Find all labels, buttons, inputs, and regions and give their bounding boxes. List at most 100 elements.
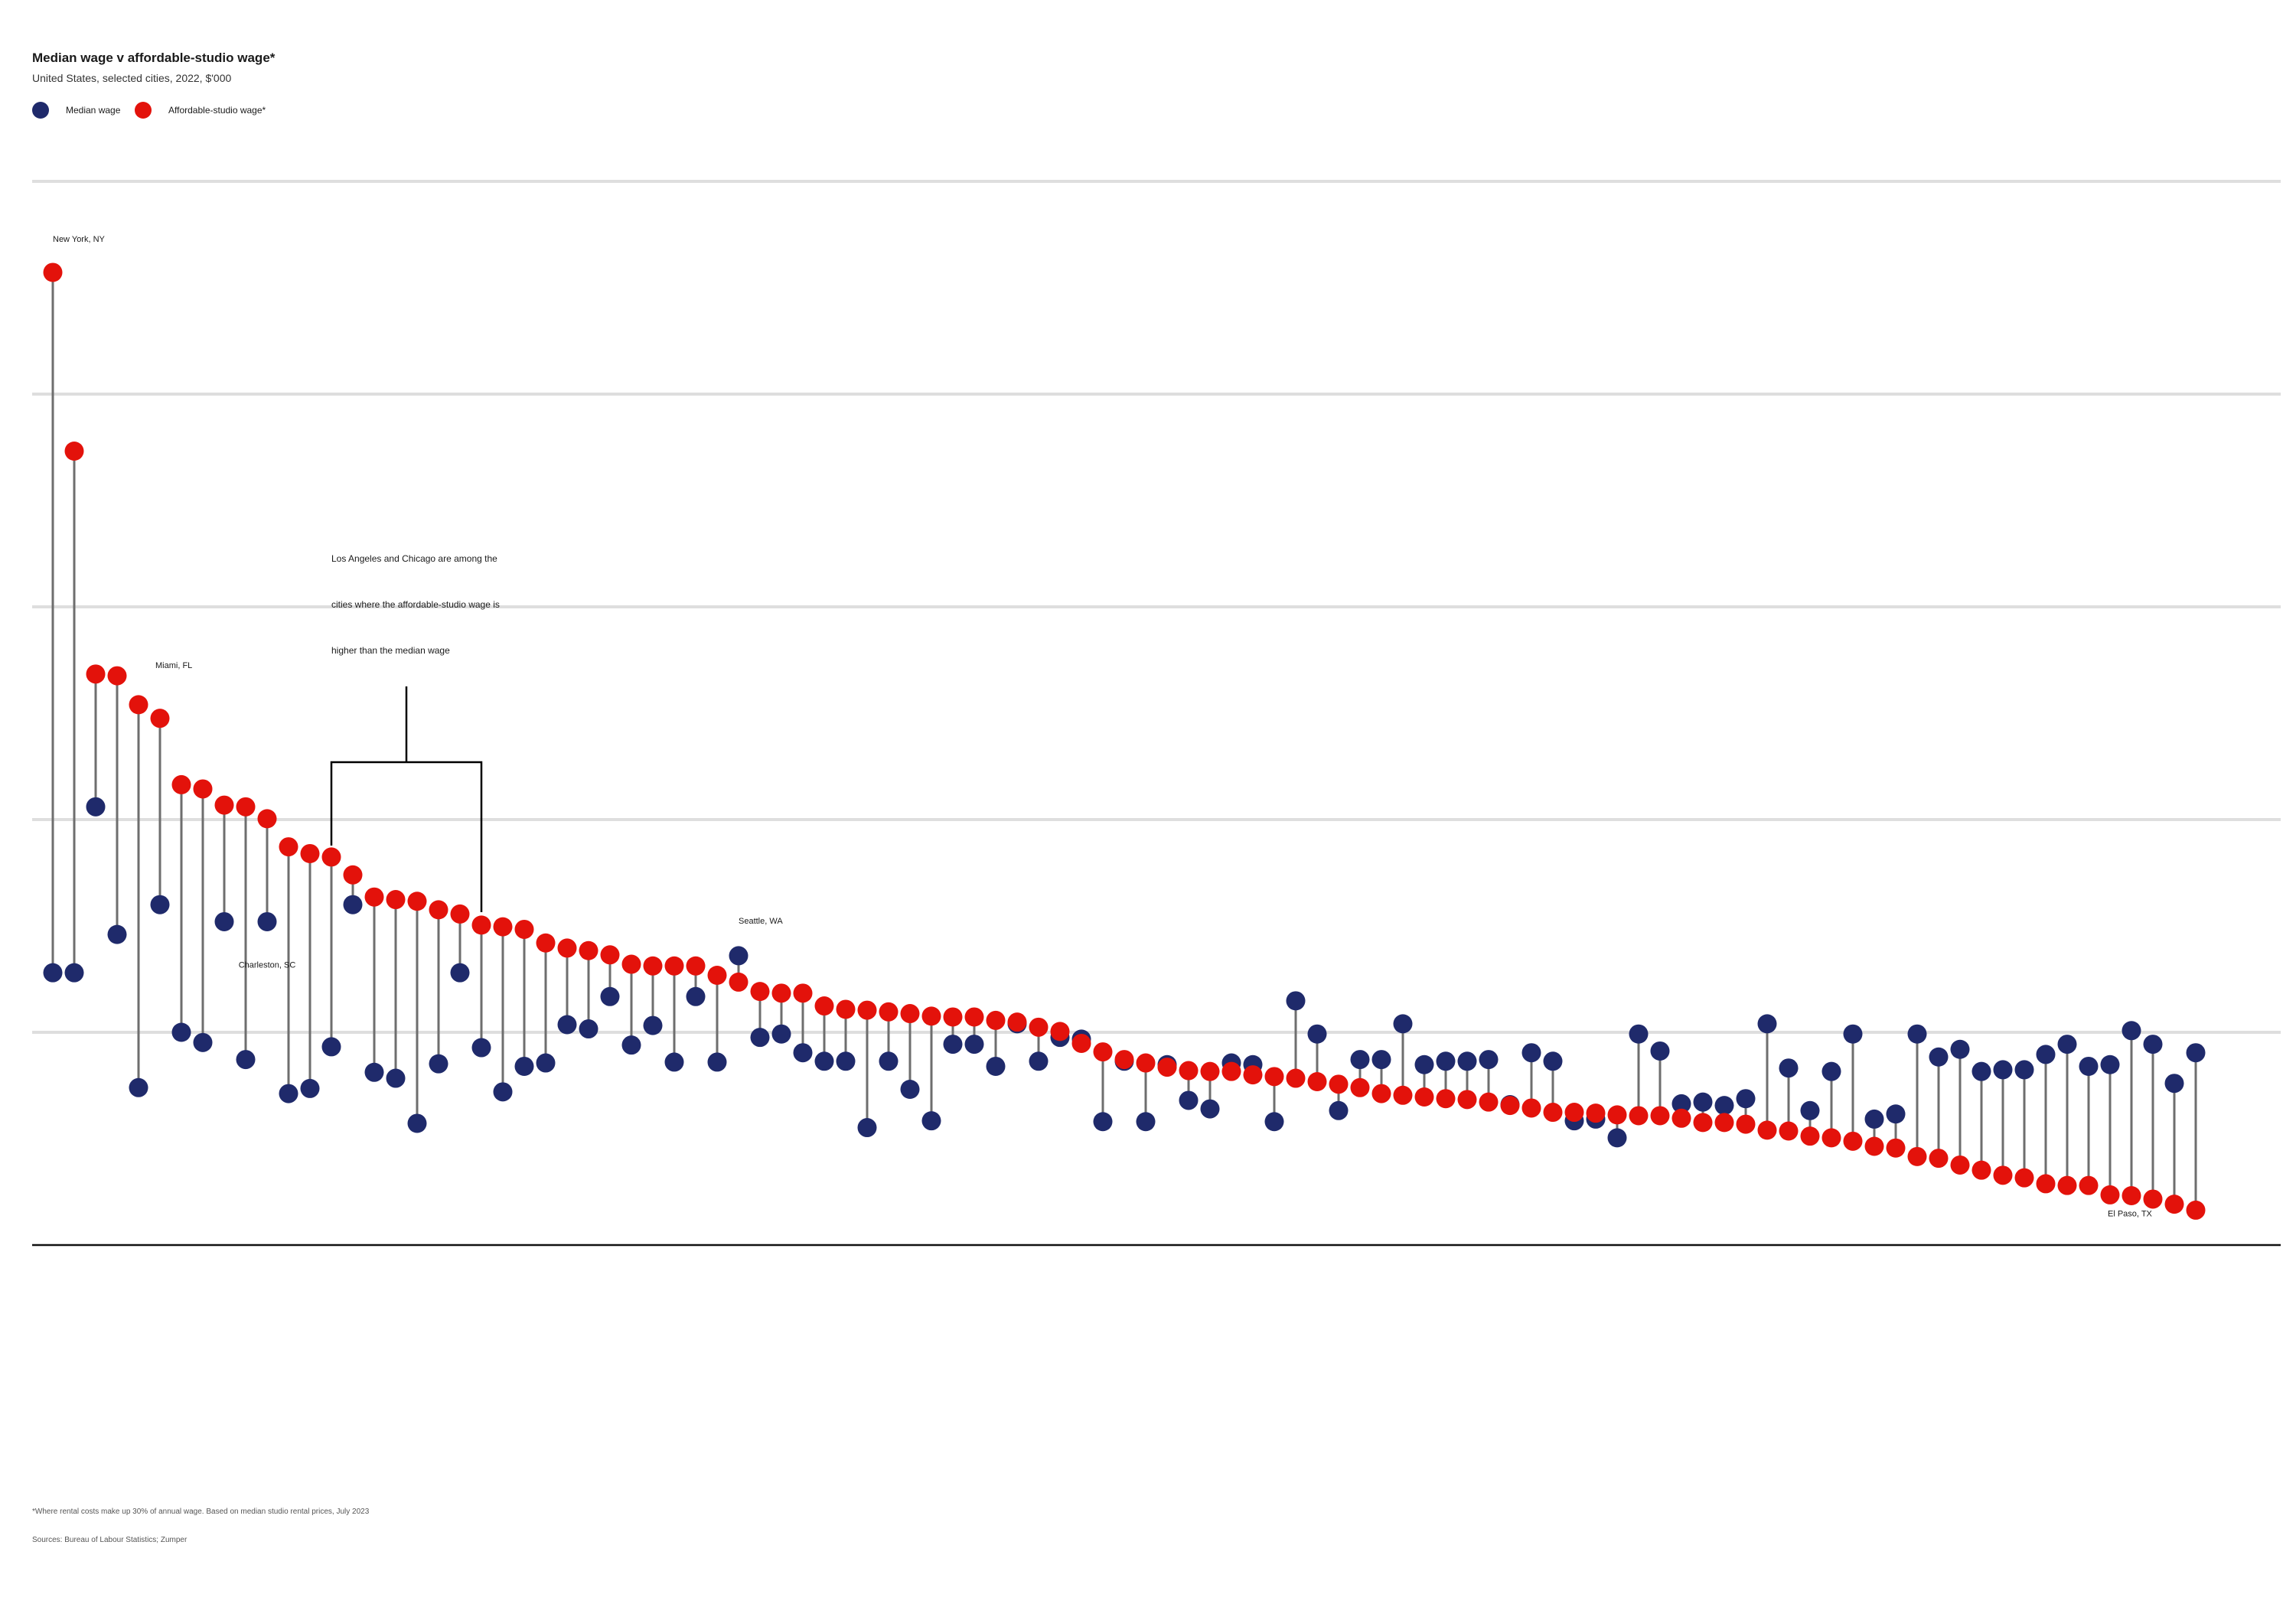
legend-item-affordable: Affordable-studio wage* — [135, 99, 266, 121]
affordable-wage-point — [236, 797, 256, 817]
affordable-wage-point — [2057, 1175, 2077, 1195]
affordable-wage-point — [279, 837, 298, 857]
affordable-wage-point — [450, 904, 470, 924]
median-wage-point — [1029, 1051, 1049, 1071]
affordable-wage-point — [536, 933, 556, 953]
median-wage-point — [879, 1051, 899, 1071]
affordable-wage-point — [193, 779, 213, 799]
affordable-wage-point — [514, 919, 534, 939]
footnote-sources: Sources: Bureau of Labour Statistics; Zu… — [32, 1536, 188, 1544]
median-wage-point — [193, 1032, 213, 1052]
median-wage-point — [171, 1022, 191, 1042]
median-wage-point — [1864, 1109, 1884, 1129]
median-wage-point — [986, 1056, 1006, 1076]
median-wage-point — [1286, 991, 1306, 1011]
affordable-wage-point — [1521, 1098, 1541, 1118]
affordable-wage-point — [343, 865, 363, 885]
annotation-line-3: higher than the median wage — [331, 645, 450, 656]
median-wage-point — [343, 895, 363, 914]
affordable-wage-point — [64, 442, 84, 461]
affordable-wage-point — [1457, 1090, 1477, 1110]
affordable-wage-point — [814, 996, 834, 1016]
annotation-line-2: cities where the affordable-studio wage … — [331, 599, 500, 610]
affordable-wage-point — [707, 965, 727, 985]
median-wage-point — [1950, 1039, 1970, 1059]
affordable-wage-point — [1929, 1149, 1949, 1169]
median-wage-point — [1779, 1058, 1799, 1078]
median-wage-point — [707, 1052, 727, 1072]
median-wage-point — [450, 963, 470, 983]
median-wage-point — [150, 895, 170, 914]
median-wage-point — [1371, 1050, 1391, 1070]
affordable-wage-point — [1757, 1120, 1777, 1140]
affordable-wage-point — [964, 1007, 984, 1027]
affordable-wage-point — [1821, 1128, 1841, 1148]
legend-affordable-label: Affordable-studio wage* — [168, 105, 266, 116]
median-wage-point — [600, 986, 620, 1006]
affordable-wage-point — [1586, 1103, 1606, 1123]
median-wage-point — [279, 1084, 298, 1103]
median-wage-point — [1693, 1092, 1713, 1112]
median-wage-point — [579, 1019, 598, 1039]
median-wage-point — [1714, 1096, 1734, 1116]
median-wage-point — [2014, 1060, 2034, 1080]
affordable-wage-point — [879, 1002, 899, 1022]
affordable-wage-point — [2164, 1195, 2184, 1214]
affordable-wage-point — [129, 695, 148, 715]
median-wage-point — [836, 1051, 856, 1071]
median-wage-point — [1971, 1061, 1991, 1081]
affordable-wage-point — [107, 666, 127, 686]
annotation-text: Los Angeles and Chicago are among the ci… — [331, 536, 530, 673]
affordable-wage-point — [2079, 1175, 2099, 1195]
legend-affordable-swatch — [135, 102, 152, 119]
affordable-wage-point — [150, 709, 170, 729]
affordable-wage-point — [664, 956, 684, 976]
affordable-wage-point — [986, 1010, 1006, 1030]
affordable-wage-point — [1436, 1089, 1456, 1109]
affordable-wage-point — [1071, 1033, 1091, 1053]
median-wage-point — [1350, 1050, 1370, 1070]
affordable-wage-point — [793, 983, 813, 1003]
affordable-wage-point — [1371, 1084, 1391, 1103]
median-wage-point — [1093, 1112, 1113, 1132]
stems — [51, 272, 2197, 1211]
affordable-wage-point — [1286, 1068, 1306, 1088]
median-wage-point — [1179, 1090, 1199, 1110]
median-wage-point — [2057, 1035, 2077, 1054]
affordable-wage-point — [171, 774, 191, 794]
affordable-wage-point — [857, 1000, 877, 1020]
affordable-wage-point — [2100, 1185, 2120, 1204]
affordable-wage-point — [1693, 1113, 1713, 1133]
median-wage-point — [1736, 1089, 1756, 1109]
affordable-wage-point — [43, 262, 63, 282]
median-wage-point — [2036, 1045, 2056, 1064]
city-label: El Paso, TX — [2108, 1209, 2153, 1218]
affordable-wage-point — [729, 972, 748, 992]
affordable-wage-point — [1864, 1136, 1884, 1156]
affordable-wage-point — [1136, 1053, 1156, 1073]
affordable-wage-point — [1050, 1022, 1070, 1041]
affordable-wage-point — [750, 982, 770, 1002]
legend-median-swatch — [32, 102, 49, 119]
median-wage-point — [2164, 1074, 2184, 1094]
median-wage-point — [921, 1111, 941, 1131]
median-wage-point — [2100, 1054, 2120, 1074]
median-wage-point — [1993, 1060, 2013, 1080]
median-wage-point — [1800, 1100, 1820, 1120]
footnote-note: *Where rental costs make up 30% of annua… — [32, 1508, 370, 1516]
affordable-wage-point — [1114, 1050, 1134, 1070]
affordable-wage-point — [1843, 1131, 1863, 1151]
affordable-wage-point — [1671, 1108, 1691, 1128]
median-wage-point — [857, 1118, 877, 1138]
affordable-wage-point — [643, 956, 663, 976]
affordable-wage-point — [471, 915, 491, 935]
affordable-wage-point — [1543, 1103, 1563, 1123]
affordable-wage-point — [1221, 1061, 1241, 1081]
median-wage-point — [1757, 1014, 1777, 1034]
affordable-wage-point — [1350, 1077, 1370, 1097]
affordable-wage-point — [1800, 1126, 1820, 1146]
affordable-wage-point — [1479, 1092, 1499, 1112]
affordable-wage-point — [1393, 1085, 1413, 1105]
affordable-wage-series — [43, 262, 2206, 1220]
median-wage-point — [1907, 1024, 1927, 1044]
